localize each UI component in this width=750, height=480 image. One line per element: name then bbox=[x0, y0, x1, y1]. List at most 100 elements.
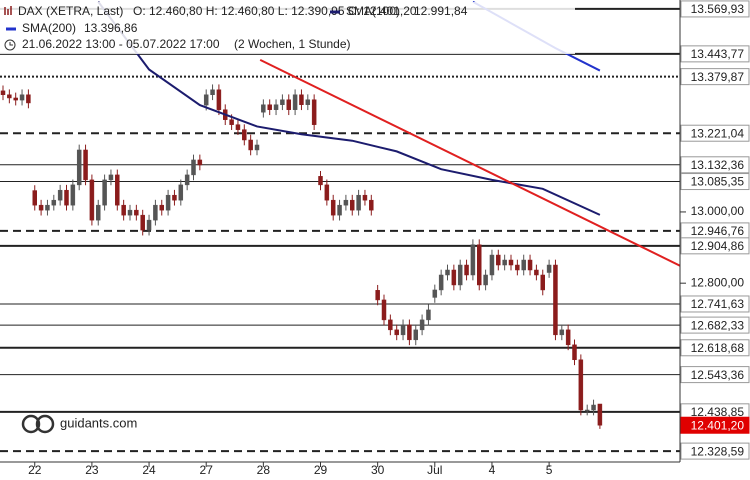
candle-body bbox=[229, 119, 234, 125]
candle-body bbox=[337, 204, 342, 216]
level-label: 12.682,33 bbox=[691, 318, 745, 332]
indicator-line bbox=[259, 58, 680, 267]
x-tick-label: 22 bbox=[28, 463, 42, 477]
candle-body bbox=[127, 209, 133, 216]
x-tick-label: 27 bbox=[200, 463, 214, 477]
level-label: 13.132,36 bbox=[691, 158, 745, 172]
y-tick-label: 13.000,00 bbox=[691, 204, 745, 218]
legend-value: 12.991,84 bbox=[414, 4, 468, 18]
candle-body bbox=[445, 269, 450, 276]
candle-body bbox=[388, 319, 393, 331]
candle-body bbox=[0, 90, 6, 96]
candle-body bbox=[70, 184, 76, 206]
x-tick-label: 30 bbox=[371, 463, 385, 477]
candle-body bbox=[146, 219, 152, 231]
candle-body bbox=[559, 329, 565, 336]
candle-body bbox=[527, 259, 533, 271]
logo bbox=[35, 414, 55, 434]
candle-body bbox=[159, 204, 164, 211]
clock-icon bbox=[4, 39, 16, 51]
candle-body bbox=[419, 319, 425, 331]
candle-body bbox=[438, 274, 444, 291]
candle-body bbox=[508, 259, 514, 266]
ohlc: O: 12.460,80 H: 12.460,80 L: 12.390,95 C… bbox=[133, 4, 417, 18]
candle-body bbox=[216, 89, 222, 110]
candle-body bbox=[553, 264, 558, 336]
candle-body bbox=[242, 129, 247, 141]
candle-body bbox=[248, 139, 253, 151]
candle-body bbox=[38, 204, 44, 211]
candle-body bbox=[534, 269, 539, 276]
candle-body bbox=[96, 204, 101, 221]
candle-body bbox=[489, 254, 495, 276]
candle-body bbox=[451, 269, 457, 286]
candle-body bbox=[280, 99, 285, 105]
x-tick-label: 28 bbox=[257, 463, 271, 477]
candle-body bbox=[496, 254, 501, 266]
candle-body bbox=[13, 97, 18, 101]
candle-body bbox=[261, 104, 266, 113]
candle-body bbox=[318, 176, 323, 186]
candle-body bbox=[369, 199, 374, 211]
candle-body bbox=[7, 94, 12, 99]
legend-label: SMA(200) bbox=[22, 21, 76, 35]
candle-body bbox=[197, 159, 203, 166]
candle-body bbox=[470, 244, 476, 276]
candle-body bbox=[477, 244, 482, 286]
legend-value: 13.396,86 bbox=[84, 21, 138, 35]
level-label: 13.569,93 bbox=[691, 2, 745, 16]
candle-body bbox=[203, 94, 209, 106]
y-tick-label: 12.800,00 bbox=[691, 275, 745, 289]
candle-body bbox=[235, 124, 241, 130]
candle-body bbox=[26, 94, 31, 104]
level-box bbox=[680, 237, 750, 255]
candle-body bbox=[267, 104, 272, 110]
candle-body bbox=[102, 179, 107, 206]
level-box bbox=[680, 442, 750, 460]
level-label: 13.443,77 bbox=[691, 47, 745, 61]
x-tick-label: 29 bbox=[314, 463, 328, 477]
candle-body bbox=[502, 259, 507, 266]
level-box bbox=[680, 68, 750, 86]
candle-body bbox=[153, 204, 158, 221]
candle-body bbox=[57, 189, 63, 201]
date-range: 21.06.2022 13:00 - 05.07.2022 17:00 bbox=[22, 37, 220, 51]
candle-body bbox=[330, 199, 336, 216]
candle-body bbox=[121, 204, 126, 216]
x-tick-label: 23 bbox=[85, 463, 99, 477]
candle-body bbox=[45, 204, 50, 211]
level-label: 12.328,59 bbox=[691, 444, 745, 458]
x-tick-label: 4 bbox=[489, 463, 496, 477]
candle-body bbox=[381, 299, 387, 321]
candle-body bbox=[254, 144, 260, 151]
level-box bbox=[680, 156, 750, 174]
candle-body bbox=[172, 194, 177, 201]
candle-body bbox=[432, 289, 438, 298]
level-label: 12.401,20 bbox=[691, 418, 745, 432]
candle-body bbox=[286, 99, 291, 110]
candle-icon bbox=[4, 6, 12, 15]
candle-body bbox=[546, 264, 552, 273]
candle-body bbox=[292, 94, 298, 110]
candle-body bbox=[356, 194, 361, 211]
candle-body bbox=[400, 324, 406, 336]
candle-body bbox=[76, 149, 82, 186]
candle-body bbox=[578, 359, 584, 411]
level-box bbox=[680, 316, 750, 334]
candle-body bbox=[483, 274, 488, 286]
clock-hands bbox=[9, 42, 13, 46]
candle-body bbox=[51, 199, 57, 206]
candle-body bbox=[565, 329, 571, 346]
watermark: guidants.com bbox=[21, 414, 137, 434]
instrument: DAX (XETRA, Last) bbox=[18, 4, 123, 18]
period: (2 Wochen, 1 Stunde) bbox=[234, 37, 351, 51]
level-label: 12.741,63 bbox=[691, 297, 745, 311]
candle-body bbox=[108, 174, 114, 181]
candle-body bbox=[464, 264, 469, 276]
candle-body bbox=[407, 324, 412, 341]
level-box bbox=[680, 339, 750, 357]
candle-body bbox=[515, 264, 520, 271]
level-label: 12.904,86 bbox=[691, 239, 745, 253]
